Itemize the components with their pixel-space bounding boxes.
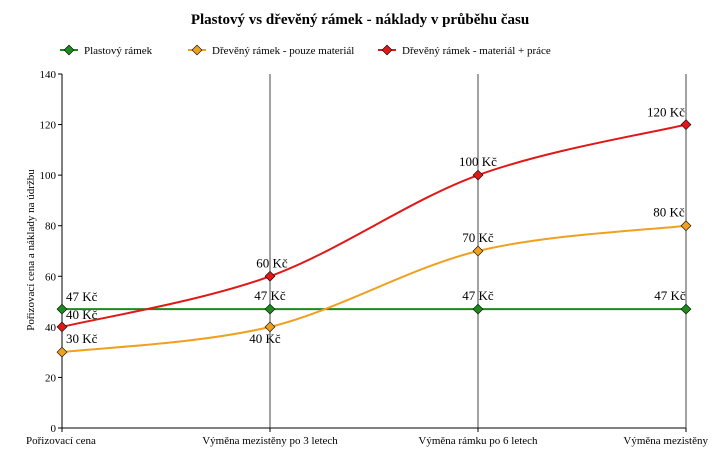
- data-point: [680, 220, 692, 232]
- data-point: [56, 303, 68, 315]
- data-point: [472, 245, 484, 257]
- data-label: 30 Kč: [66, 331, 98, 346]
- data-point: [680, 303, 692, 315]
- legend-swatch-marker: [63, 44, 75, 56]
- plot-area: 0 20 40 60 80 100 120 140 Pořizovací cena Výměna …: [26, 69, 708, 447]
- y-tick-label: 120: [40, 120, 57, 132]
- x-tick-label: Výměna mezistěny: [623, 435, 708, 447]
- y-tick-label: 40: [45, 322, 57, 334]
- data-point: [264, 303, 276, 315]
- data-label: 100 Kč: [459, 154, 497, 169]
- y-tick-label: 60: [45, 271, 57, 283]
- data-point: [264, 321, 276, 333]
- data-point: [472, 303, 484, 315]
- data-label: 60 Kč: [256, 255, 288, 270]
- data-label: 47 Kč: [66, 289, 98, 304]
- x-tick-label: Pořizovací cena: [26, 435, 96, 447]
- data-point: [264, 270, 276, 282]
- data-label: 70 Kč: [462, 230, 494, 245]
- x-tick-label: Výměna rámku po 6 letech: [418, 435, 538, 447]
- legend-swatch-marker: [191, 44, 203, 56]
- legend-item: Plastový rámek: [84, 45, 153, 57]
- data-label: 47 Kč: [654, 288, 686, 303]
- data-label: 47 Kč: [254, 288, 286, 303]
- y-tick-label: 80: [45, 221, 57, 233]
- series-line: [61, 224, 687, 354]
- data-point: [56, 321, 68, 333]
- y-tick-label: 140: [40, 69, 57, 81]
- series-line: [61, 123, 687, 328]
- data-point: [680, 119, 692, 130]
- x-tick-label: Výměna mezistěny po 3 letech: [202, 435, 338, 447]
- y-tick-label: 0: [51, 423, 57, 435]
- data-point: [56, 346, 68, 358]
- data-label: 40 Kč: [249, 331, 281, 346]
- data-label: 80 Kč: [653, 205, 685, 220]
- y-axis-title: Pořizovací cena a náklady na údržbu: [25, 169, 37, 331]
- legend-swatch-marker: [381, 44, 393, 56]
- data-label: 47 Kč: [462, 288, 494, 303]
- legend-item: Dřevěný rámek - materiál + práce: [402, 45, 551, 57]
- legend: Plastový rámek Dřevěný rámek - pouze mate…: [60, 44, 551, 57]
- y-tick-label: 20: [45, 372, 57, 384]
- chart-title: Plastový vs dřevěný rámek - náklady v pr…: [191, 12, 529, 28]
- data-label: 120 Kč: [647, 105, 685, 120]
- legend-item: Dřevěný rámek - pouze materiál: [212, 45, 354, 57]
- data-label: 40 Kč: [66, 307, 98, 322]
- y-tick-label: 100: [40, 170, 57, 182]
- data-point: [472, 169, 484, 181]
